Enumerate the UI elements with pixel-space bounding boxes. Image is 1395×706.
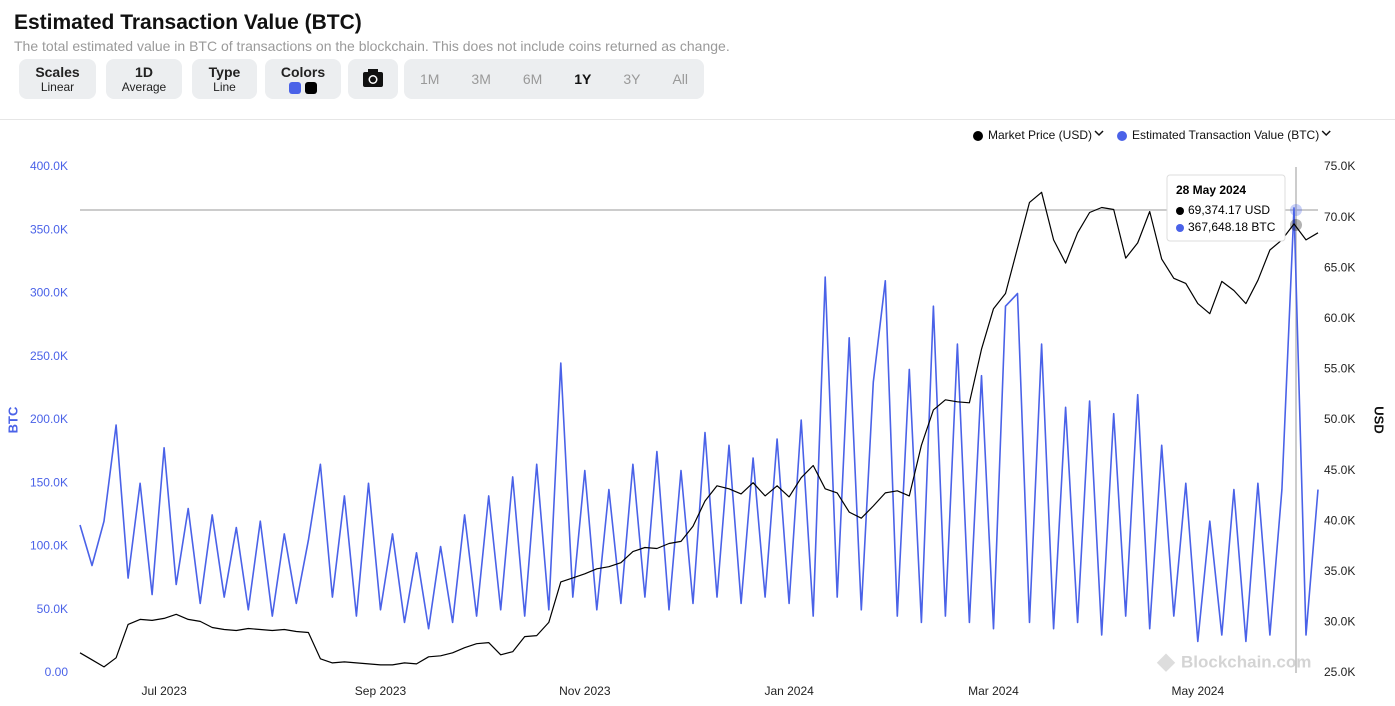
- label: Colors: [280, 64, 326, 80]
- range-button[interactable]: 3M: [471, 71, 491, 87]
- label: 1D: [135, 64, 153, 80]
- range-button[interactable]: 1M: [419, 71, 440, 87]
- y2-tick-label: 75.0K: [1324, 159, 1355, 173]
- y-tick-label: 350.0K: [30, 222, 68, 236]
- legend-caret: [1094, 130, 1104, 137]
- swatch: [289, 82, 301, 94]
- range-button[interactable]: 3Y: [623, 71, 641, 87]
- y-tick-label: 300.0K: [30, 286, 68, 300]
- y2-tick-label: 70.0K: [1324, 210, 1355, 224]
- watermark-text: Blockchain.com: [1181, 652, 1311, 671]
- watermark: Blockchain.com: [1156, 652, 1311, 672]
- y-axis-title: BTC: [5, 406, 20, 433]
- y2-tick-label: 60.0K: [1324, 311, 1355, 325]
- y2-axis-title: USD: [1372, 406, 1387, 433]
- legend-swatch: [1117, 131, 1128, 141]
- y2-tick-label: 40.0K: [1324, 513, 1355, 527]
- x-tick-label: Jul 2023: [141, 684, 187, 698]
- legend-caret: [1321, 130, 1331, 137]
- y2-tick-label: 25.0K: [1324, 665, 1355, 679]
- average-button[interactable]: 1D Average: [106, 59, 182, 99]
- snapshot-button[interactable]: [348, 59, 398, 99]
- subtitle: The total estimated value in BTC of tran…: [14, 38, 730, 54]
- y2-tick-label: 65.0K: [1324, 260, 1355, 274]
- legend-swatch: [973, 131, 983, 141]
- range-button[interactable]: All: [672, 71, 688, 87]
- value: Linear: [40, 80, 75, 94]
- value: Average: [121, 80, 167, 94]
- y-tick-label: 50.0K: [37, 602, 68, 616]
- tooltip-date: 28 May 2024: [1176, 183, 1246, 197]
- y2-tick-label: 55.0K: [1324, 362, 1355, 376]
- title: Estimated Transaction Value (BTC): [14, 11, 362, 34]
- value: Line: [213, 80, 236, 94]
- x-tick-label: Jan 2024: [764, 684, 814, 698]
- range-button[interactable]: 6M: [522, 71, 543, 87]
- y2-tick-label: 50.0K: [1324, 412, 1355, 426]
- y-tick-label: 200.0K: [30, 412, 68, 426]
- tooltip-line: 69,374.17 USD: [1188, 203, 1270, 217]
- swatch: [305, 82, 317, 94]
- camera-icon: [363, 69, 383, 87]
- legend-label: Market Price (USD): [988, 128, 1092, 142]
- y2-tick-label: 35.0K: [1324, 564, 1355, 578]
- scales-button[interactable]: Scales Linear: [19, 59, 96, 99]
- x-tick-label: Mar 2024: [968, 684, 1019, 698]
- x-tick-label: Nov 2023: [559, 684, 611, 698]
- divider: [0, 119, 1395, 120]
- type-button[interactable]: Type Line: [192, 59, 257, 99]
- y-tick-label: 100.0K: [30, 539, 68, 553]
- legend-item[interactable]: Estimated Transaction Value (BTC): [1117, 128, 1331, 142]
- x-tick-label: Sep 2023: [355, 684, 407, 698]
- y-tick-label: 150.0K: [30, 475, 68, 489]
- colors-button[interactable]: Colors: [265, 59, 341, 99]
- tooltip-line: 367,648.18 BTC: [1188, 220, 1276, 234]
- y2-tick-label: 30.0K: [1324, 615, 1355, 629]
- y-tick-label: 250.0K: [30, 349, 68, 363]
- series-line: [79, 207, 1319, 643]
- series-line: [79, 191, 1319, 668]
- hover-halo: [1290, 204, 1302, 216]
- label: Scales: [35, 64, 80, 80]
- x-tick-label: May 2024: [1171, 684, 1224, 698]
- legend-label: Estimated Transaction Value (BTC): [1132, 128, 1319, 142]
- hover-halo: [1290, 219, 1302, 231]
- label: Type: [208, 64, 241, 80]
- y-tick-label: 400.0K: [30, 159, 68, 173]
- tooltip: 28 May 2024 69,374.17 USD 367,648.18 BTC: [1166, 174, 1286, 242]
- range-button[interactable]: 1Y: [574, 71, 592, 87]
- range-selector: 1M 3M 6M 1Y 3Y All: [404, 59, 704, 99]
- y-tick-label: 0.00: [45, 665, 69, 679]
- y2-tick-label: 45.0K: [1324, 463, 1355, 477]
- legend-item[interactable]: Market Price (USD): [973, 128, 1104, 142]
